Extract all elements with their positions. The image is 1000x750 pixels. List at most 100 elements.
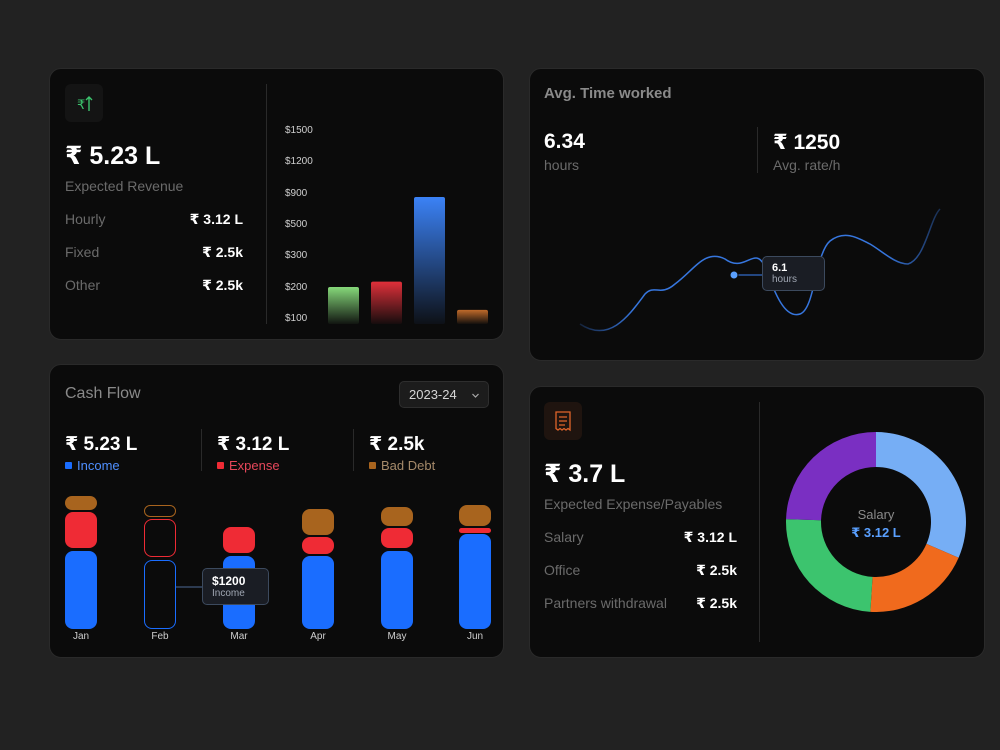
bar-segment-income (65, 551, 97, 629)
month-label: Jun (466, 631, 484, 642)
revenue-row-value: ₹ 2.5k (202, 277, 243, 293)
time-tooltip-label: hours (772, 274, 798, 285)
expense-row-label: Partners withdrawal (544, 595, 667, 611)
legend-swatch (369, 462, 376, 469)
expense-row-value: ₹ 2.5k (696, 595, 737, 611)
y-tick-label: $500 (285, 218, 308, 230)
bad-debt-value: ₹ 2.5k (369, 434, 425, 455)
expense-legend-label: Expense (229, 458, 280, 473)
bad-debt-legend: Bad Debt (369, 458, 435, 473)
expense-row-label: Salary (544, 529, 584, 545)
y-tick-label: $1200 (285, 156, 313, 168)
y-tick-label: $200 (285, 281, 308, 293)
donut-segment (786, 519, 873, 612)
revenue-label: Expected Revenue (65, 178, 184, 194)
expense-value: ₹ 3.12 L (217, 434, 290, 455)
legend-swatch (65, 462, 72, 469)
divider (266, 84, 267, 324)
cash-flow-tooltip: $1200 Income (202, 568, 269, 605)
expense-row-label: Office (544, 562, 581, 578)
time-line-chart (579, 208, 941, 332)
revenue-row-label: Fixed (65, 244, 100, 260)
bar-segment-bad-debt (459, 505, 491, 526)
bar-segment-expense (65, 512, 97, 548)
time-title: Avg. Time worked (544, 85, 672, 102)
receipt-icon (544, 402, 582, 440)
hours-label: hours (544, 157, 580, 173)
month-label: Jan (72, 631, 90, 642)
cash-flow-title: Cash Flow (65, 385, 141, 402)
legend-swatch (217, 462, 224, 469)
y-tick-label: $1500 (285, 125, 313, 136)
revenue-row-value: ₹ 2.5k (202, 244, 243, 260)
time-tooltip-value: 6.1 (772, 262, 788, 274)
income-legend-label: Income (77, 458, 120, 473)
expense-card: ₹ 3.7 L Expected Expense/Payables Salary… (529, 386, 985, 658)
revenue-row-value: ₹ 3.12 L (189, 211, 243, 227)
donut-segment (876, 432, 966, 558)
y-tick-label: $900 (285, 187, 308, 199)
month-label: Feb (151, 631, 169, 642)
bar-segment-bad-debt (65, 496, 97, 510)
revenue-bar (414, 197, 445, 324)
income-legend: Income (65, 458, 120, 473)
bar-segment-expense (459, 528, 491, 533)
revenue-row-label: Other (65, 277, 101, 293)
revenue-bar (371, 281, 402, 324)
month-label: Apr (310, 631, 326, 642)
bar-segment-expense (144, 519, 176, 557)
time-worked-card: Avg. Time worked 6.34 hours ₹ 1250 Avg. … (529, 68, 985, 361)
year-select[interactable]: 2023-24 (399, 381, 489, 408)
cash-tooltip-value: $1200 (212, 574, 246, 588)
bar-segment-income (144, 560, 176, 629)
cash-flow-card: Cash Flow 2023-24 ₹ 5.23 L Income ₹ 3.12… (49, 364, 504, 658)
donut-center-label: Salary (857, 507, 895, 522)
month-label: May (387, 631, 407, 642)
svg-text:₹: ₹ (77, 98, 85, 113)
year-select-value: 2023-24 (409, 387, 457, 402)
rupee-arrow-up-icon: ₹ (65, 84, 103, 122)
bar-segment-bad-debt (381, 507, 413, 526)
bar-segment-income (459, 534, 491, 629)
divider (201, 429, 202, 471)
expense-donut-chart (786, 432, 966, 612)
rate-value: ₹ 1250 (773, 131, 841, 154)
bar-segment-expense (223, 527, 255, 553)
revenue-bar-chart (328, 197, 488, 324)
revenue-bar (328, 287, 359, 324)
time-point-marker (729, 270, 739, 280)
divider (759, 402, 760, 642)
expense-label: Expected Expense/Payables (544, 496, 723, 512)
rate-label: Avg. rate/h (773, 157, 841, 173)
cash-tooltip-label: Income (212, 588, 245, 599)
revenue-row-label: Hourly (65, 211, 106, 227)
hours-value: 6.34 (544, 130, 585, 153)
bad-debt-legend-label: Bad Debt (381, 458, 436, 473)
expense-row-value: ₹ 2.5k (696, 562, 737, 578)
bar-segment-income (381, 551, 413, 629)
divider (757, 127, 758, 173)
month-label: Mar (230, 631, 248, 642)
chevron-down-icon (472, 393, 479, 398)
bar-segment-income (302, 556, 334, 629)
donut-center-value: ₹ 3.12 L (851, 525, 901, 540)
y-tick-label: $300 (285, 250, 308, 262)
bar-segment-expense (381, 528, 413, 548)
revenue-bar (457, 309, 488, 324)
time-tooltip: 6.1 hours (762, 256, 825, 291)
donut-segment (786, 432, 876, 521)
expense-legend: Expense (217, 458, 280, 473)
bar-segment-expense (302, 537, 334, 554)
expense-amount: ₹ 3.7 L (544, 460, 626, 488)
expense-row-value: ₹ 3.12 L (683, 529, 737, 545)
divider (353, 429, 354, 471)
revenue-card: ₹ ₹ 5.23 L Expected Revenue Hourly ₹ 3.1… (49, 68, 504, 340)
donut-segment (870, 543, 959, 612)
y-tick-label: $100 (285, 312, 308, 324)
income-value: ₹ 5.23 L (65, 434, 138, 455)
bar-segment-bad-debt (144, 505, 176, 517)
bar-segment-bad-debt (302, 509, 334, 535)
revenue-amount: ₹ 5.23 L (65, 142, 161, 170)
time-series-line (579, 208, 941, 332)
tooltip-connector (176, 586, 204, 588)
